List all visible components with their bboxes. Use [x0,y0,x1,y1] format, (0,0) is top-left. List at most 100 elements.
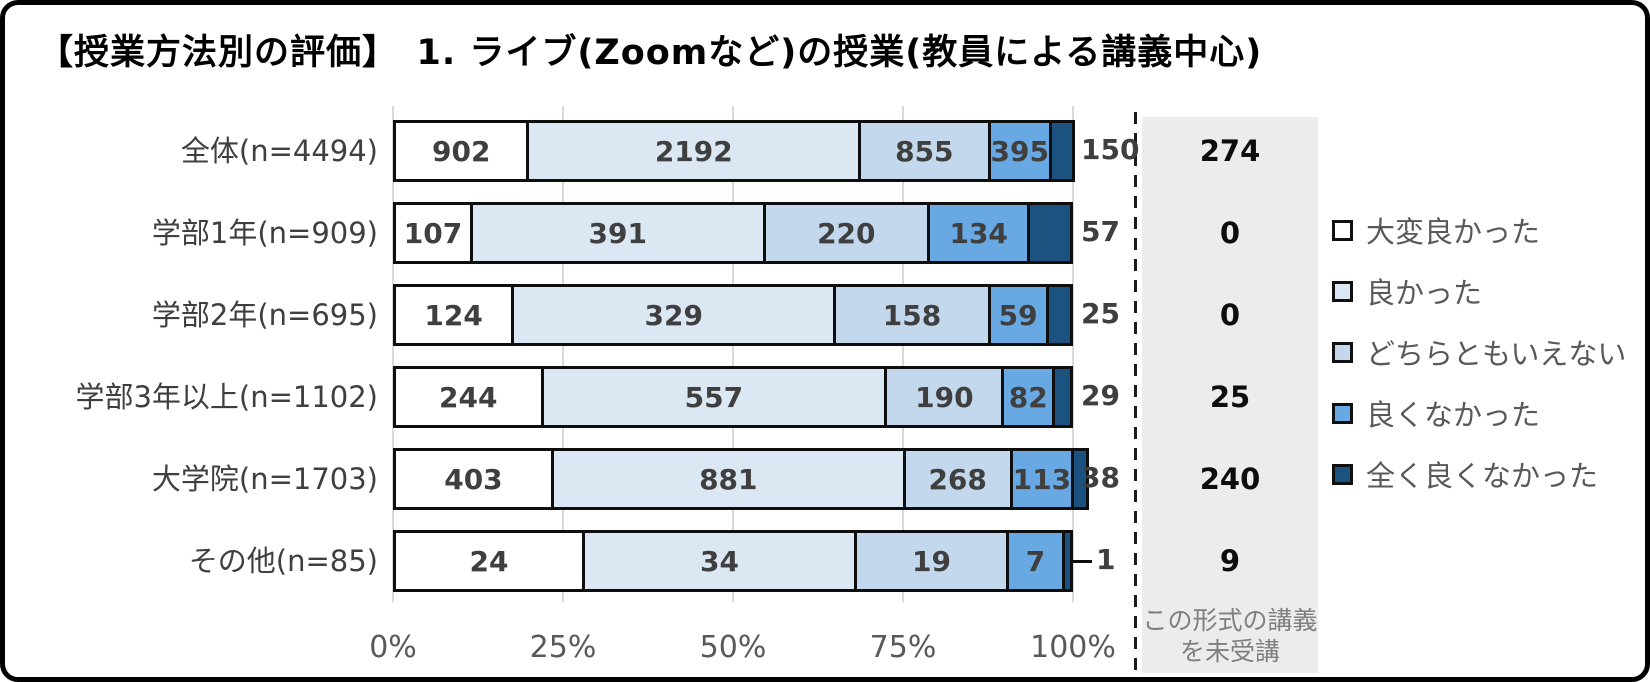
bar-segment-2: 557 [543,366,888,428]
category-label: 学部3年以上(n=1102) [75,380,378,414]
bar-value-label: 329 [644,298,703,332]
bar-value-label-outside: 1 [1096,543,1116,576]
bar-segment-2: 34 [585,530,857,592]
bar-row: 244 557 190 82 [393,366,1073,428]
legend-label: 良かった [1366,276,1483,310]
not-attended-value: 0 [1219,216,1241,250]
legend-item: 良くなかった [1332,397,1540,432]
legend-item: 全く良くなかった [1332,458,1598,493]
bar-segment-5 [1065,530,1073,592]
bar-segment-5 [1048,284,1073,346]
category-label: その他(n=85) [188,544,378,578]
bar-segment-1: 403 [393,448,554,510]
legend-label: 良くなかった [1366,398,1541,432]
bar-value-label: 7 [1025,544,1046,578]
not-attended-value: 240 [1199,462,1261,496]
bar-segment-5 [1074,448,1090,510]
bar-row: 902 2192 855 395 [393,120,1075,182]
not-attended-caption: この形式の講義 を未受講 [1142,605,1318,667]
gridline [392,106,394,602]
bar-value-label: 244 [439,380,498,414]
legend-item: どちらともいえない [1332,336,1626,371]
bar-segment-2: 881 [553,448,906,510]
bar-segment-1: 24 [393,530,585,592]
bar-segment-4: 7 [1009,530,1065,592]
bar-segment-4: 113 [1012,448,1075,510]
bar-segment-5 [1051,120,1075,182]
bar-segment-2: 329 [514,284,837,346]
bar-value-label: 190 [915,380,974,414]
not-attended-caption-line1: この形式の講義 [1142,606,1318,635]
bar-value-label: 59 [998,298,1038,332]
x-axis-tick-label: 0% [369,630,417,665]
x-axis-tick-label: 50% [699,630,767,665]
legend-swatch [1332,341,1353,363]
gridline [902,106,904,602]
bar-value-label: 124 [424,298,483,332]
bar-value-label: 403 [444,462,503,496]
category-label: 大学院(n=1703) [151,462,378,496]
bar-segment-5 [1055,366,1073,428]
category-label: 全体(n=4494) [180,134,378,168]
bar-value-label: 391 [588,216,647,250]
bar-segment-3: 19 [857,530,1009,592]
dashed-divider-line [1134,112,1137,673]
not-attended-panel: この形式の講義 を未受講 [1142,117,1318,673]
not-attended-value: 25 [1209,380,1251,414]
x-axis-tick-label: 100% [1030,630,1116,665]
bar-row: 124 329 158 59 [393,284,1073,346]
category-label: 学部1年(n=909) [151,216,378,250]
bar-segment-5 [1030,202,1073,264]
x-axis-tick-label: 25% [529,630,597,665]
legend-swatch [1332,463,1353,485]
bar-row: 24 34 19 7 [393,530,1073,592]
bar-row: 403 881 268 113 [393,448,1090,510]
bar-segment-4: 134 [930,202,1031,264]
bar-segment-3: 158 [836,284,991,346]
x-axis-tick-label: 75% [869,630,937,665]
bar-value-label-outside: 57 [1081,215,1120,248]
gridline [562,106,564,602]
legend-swatch [1332,219,1353,241]
bar-value-label: 220 [817,216,876,250]
bar-segment-1: 107 [393,202,474,264]
bar-segment-3: 220 [765,202,931,264]
bar-segment-4: 395 [990,120,1052,182]
bar-value-label: 113 [1012,462,1072,496]
bar-segment-1: 244 [393,366,544,428]
bar-segment-4: 59 [990,284,1049,346]
bar-value-label: 82 [1008,380,1048,414]
chart-title: 【授業方法別の評価】 1. ライブ(Zoomなど)の授業(教員による講義中心) [38,33,1263,73]
bar-value-label-outside: 25 [1081,297,1120,330]
bar-segment-2: 391 [473,202,766,264]
not-attended-value: 0 [1219,298,1241,332]
bar-segment-3: 268 [905,448,1013,510]
not-attended-value: 9 [1219,544,1241,578]
bar-segment-4: 82 [1004,366,1056,428]
bar-value-label: 855 [895,134,954,168]
bar-value-label: 268 [928,462,987,496]
legend-item: 良かった [1332,275,1482,310]
gridline [732,106,734,602]
bar-segment-3: 190 [887,366,1005,428]
legend-label: 大変良かった [1366,215,1541,249]
bar-row: 107 391 220 134 [393,202,1073,264]
bar-value-label: 34 [700,544,739,578]
bar-value-label: 881 [699,462,758,496]
legend-label: 全く良くなかった [1366,459,1599,493]
bar-segment-1: 124 [393,284,515,346]
bar-value-label-outside: 29 [1081,379,1120,412]
bar-value-label-outside: 38 [1081,461,1120,494]
bar-value-label: 557 [684,380,744,414]
bar-value-label: 395 [990,134,1049,168]
legend-item: 大変良かった [1332,214,1540,249]
bar-value-label: 107 [403,216,463,250]
gridline [1072,106,1074,602]
bar-value-label: 158 [882,298,942,332]
not-attended-value: 274 [1199,134,1261,168]
bar-value-label: 19 [912,544,951,578]
bar-segment-2: 2192 [529,120,862,182]
leader-line [1072,560,1092,563]
legend-swatch [1332,402,1353,424]
